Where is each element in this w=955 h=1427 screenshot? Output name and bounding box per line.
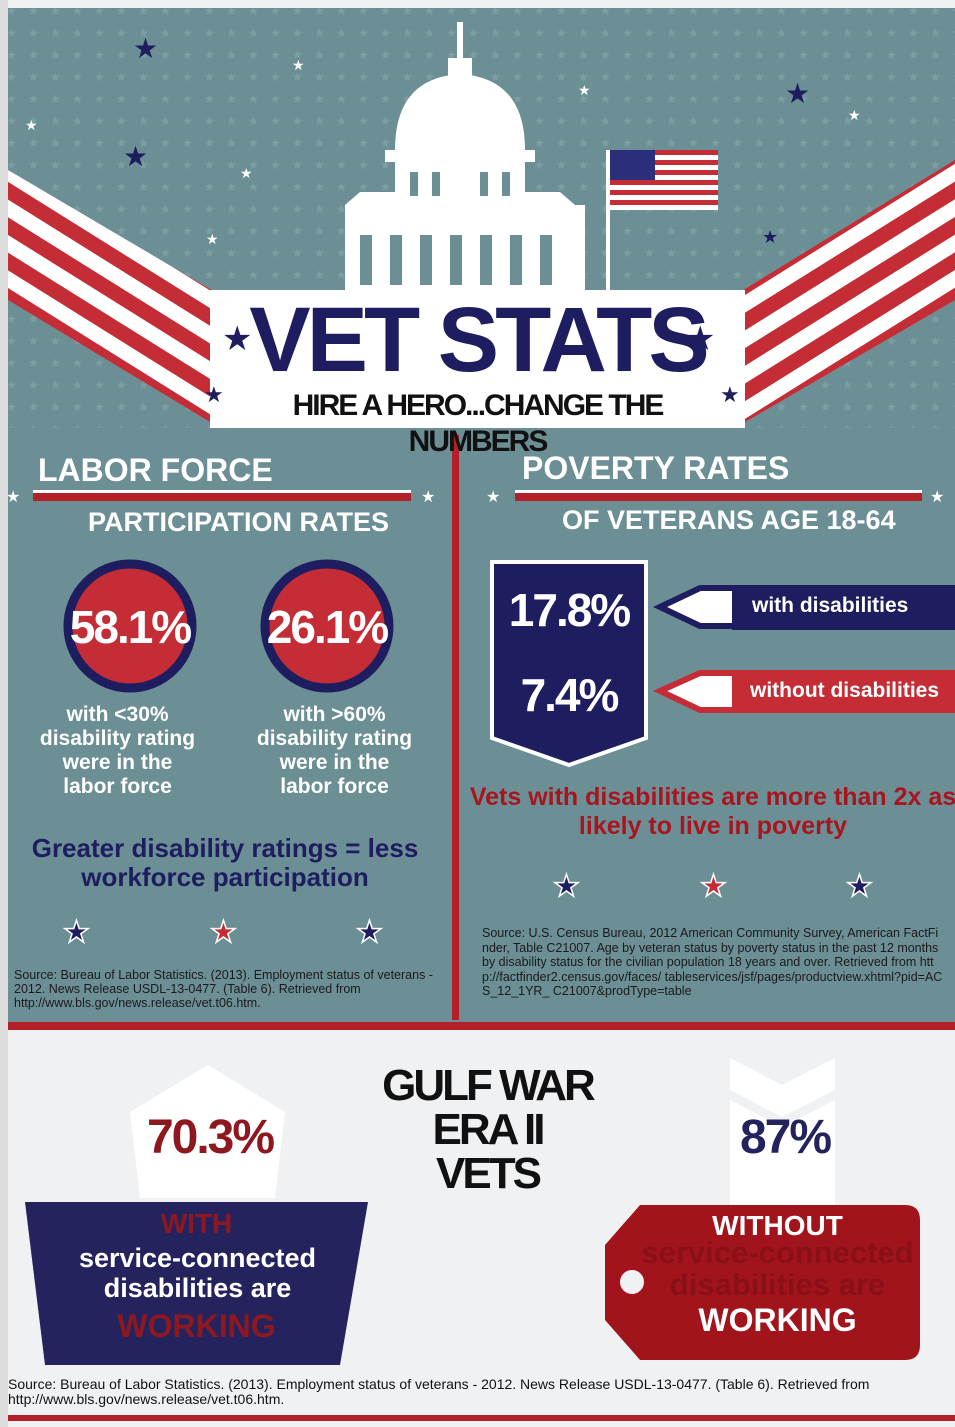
svg-text:★: ★	[578, 82, 591, 98]
svg-text:★: ★	[846, 870, 873, 903]
svg-text:★: ★	[486, 489, 500, 506]
infographic: ★ ★ ★ ★ ★ ★ ★ ★ ★	[0, 0, 955, 1427]
svg-text:★: ★	[356, 916, 383, 949]
section-subtitle: PARTICIPATION RATES	[88, 507, 389, 538]
conclusion: Vets with disabilities are more than 2x …	[468, 783, 955, 841]
stat-value: 7.4%	[492, 668, 646, 722]
svg-text:★: ★	[206, 231, 219, 247]
svg-text:★: ★	[123, 141, 148, 172]
svg-text:★: ★	[292, 57, 305, 73]
stat-value: 87%	[730, 1110, 840, 1165]
stat-caption: with >60% disability rating were in the …	[252, 703, 417, 799]
stat-value: 58.1%	[68, 600, 192, 654]
stat-value: 17.8%	[492, 583, 646, 637]
svg-text:★: ★	[240, 165, 253, 181]
svg-text:★: ★	[6, 489, 20, 506]
svg-text:★: ★	[553, 870, 580, 903]
svg-text:★: ★	[700, 870, 727, 903]
source: Source: U.S. Census Bureau, 2012 America…	[482, 926, 944, 1020]
section-subtitle: OF VETERANS AGE 18-64	[562, 505, 896, 536]
svg-text:★: ★	[133, 33, 158, 64]
stat-caption: with <30% disability rating were in the …	[35, 703, 200, 799]
status: WORKING	[25, 1308, 368, 1345]
section-title: LABOR FORCE	[38, 452, 273, 489]
section-title: POVERTY RATES	[522, 450, 789, 487]
divider-footer	[8, 1415, 955, 1421]
title-bar	[33, 490, 411, 493]
divider	[452, 435, 459, 1020]
svg-text:★: ★	[785, 78, 810, 109]
svg-text:★: ★	[762, 227, 778, 247]
svg-text:★: ★	[210, 916, 237, 949]
stat-text: service-connected disabilities are	[625, 1237, 930, 1301]
stat-value: 70.3%	[130, 1110, 290, 1165]
qualifier: WITH	[25, 1208, 368, 1240]
stat-label: with disabilities	[752, 594, 908, 618]
svg-text:★: ★	[930, 489, 944, 506]
svg-text:★: ★	[25, 117, 38, 133]
divider-bottom	[8, 1022, 955, 1030]
svg-text:★: ★	[63, 916, 90, 949]
conclusion: Greater disability ratings = less workfo…	[20, 834, 430, 892]
svg-text:★: ★	[848, 107, 861, 123]
svg-text:★: ★	[421, 489, 435, 506]
source: Source: Bureau of Labor Statistics. (201…	[8, 1377, 943, 1407]
stat-value: 26.1%	[265, 600, 389, 654]
stat-text: service-connected disabilities are	[45, 1243, 350, 1303]
title-bar	[515, 492, 922, 501]
source: Source: Bureau of Labor Statistics. (201…	[14, 968, 446, 1010]
stat-label: without disabilities	[750, 679, 939, 703]
status: WORKING	[605, 1302, 950, 1339]
title-bar	[515, 490, 922, 493]
title: VET STATS	[210, 292, 745, 388]
section-title: GULF WAR ERA II VETS	[380, 1064, 595, 1196]
title-bar	[33, 492, 411, 501]
